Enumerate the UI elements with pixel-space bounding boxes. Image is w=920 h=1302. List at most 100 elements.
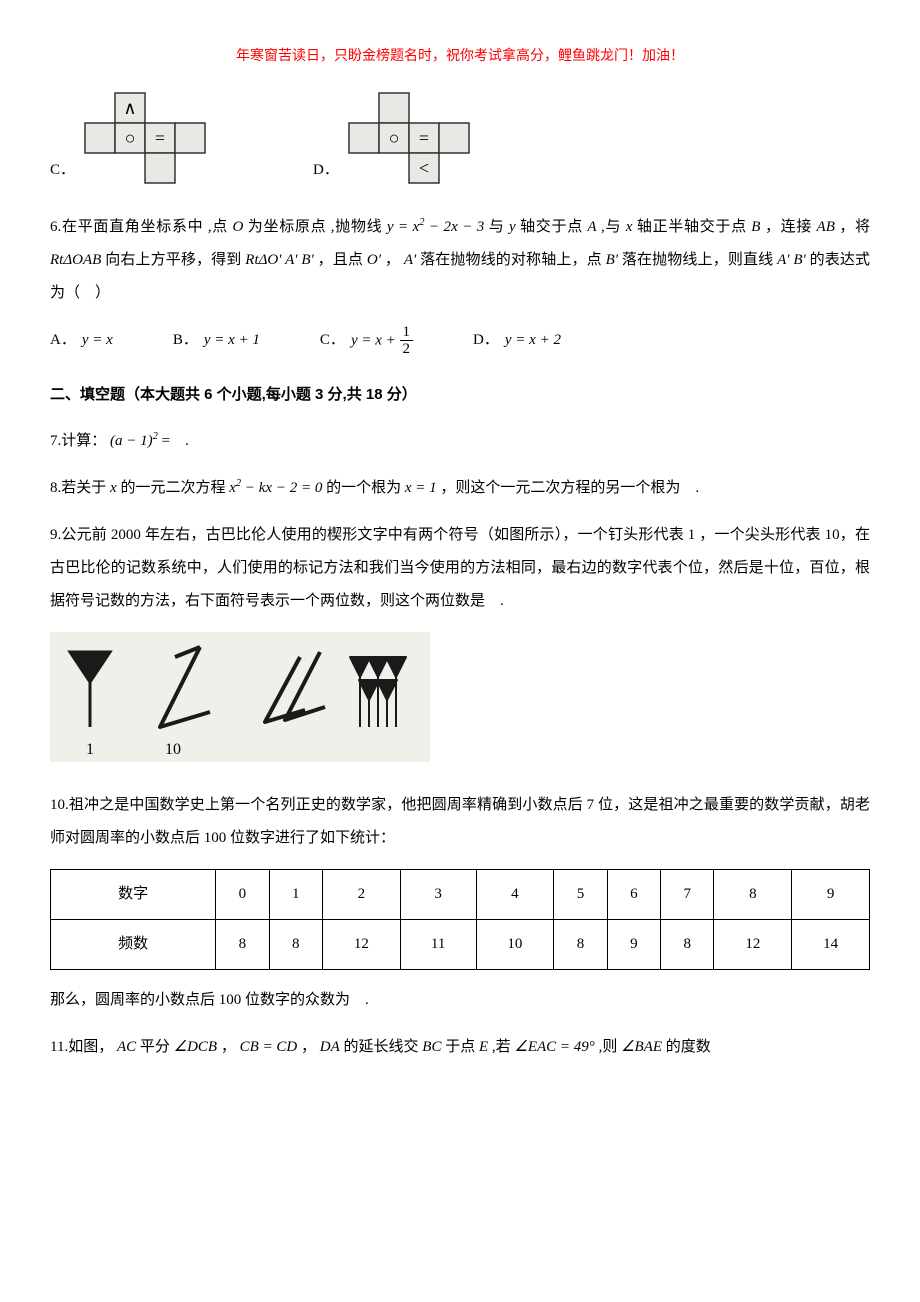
q6-Op: O' — [367, 252, 381, 268]
q10-row-digits: 数字 0 1 2 3 4 5 6 7 8 9 — [51, 869, 870, 919]
q10-f7: 8 — [661, 919, 714, 969]
q6-Bp: B' — [606, 252, 618, 268]
q10-f1: 8 — [269, 919, 322, 969]
q6-rt1: RtΔOAB — [50, 252, 101, 268]
q5-options-row: C． ∧ ○ = D． ○ = < — [50, 91, 870, 191]
q6-xaxis: x — [626, 219, 633, 235]
q10-row-freqs: 频数 8 8 12 11 10 8 9 8 12 14 — [51, 919, 870, 969]
q6-opt-a: A．y = x — [50, 324, 113, 358]
q6-opt-d: D．y = x + 2 — [473, 324, 561, 358]
q6-A: A — [587, 219, 596, 235]
q10-f6: 9 — [607, 919, 660, 969]
q11-DA: DA — [320, 1039, 340, 1055]
q6-options: A．y = x B．y = x + 1 C．y = x + 12 D．y = x… — [50, 324, 870, 358]
q10-d9: 9 — [792, 869, 870, 919]
q7-expr: (a − 1)2 — [110, 433, 158, 449]
q10-f0: 8 — [216, 919, 269, 969]
q8-x: x — [110, 480, 117, 496]
q5-option-d: D． ○=< — [313, 91, 477, 191]
q6-B: B — [751, 219, 760, 235]
q7-post: = . — [162, 433, 189, 449]
q5-d-diagram: ○=< — [347, 91, 477, 191]
q6-Ap: A' — [404, 252, 416, 268]
q6-ApBp: A' B' — [777, 252, 806, 268]
q11-t4: 的延长线交 — [344, 1039, 419, 1055]
q6-t1: 为坐标原点 ,抛物线 — [248, 219, 383, 235]
q6-opt-b: B．y = x + 1 — [173, 324, 260, 358]
q6-O: O — [232, 219, 243, 235]
q10-d5: 5 — [554, 869, 607, 919]
q8-pre: 8.若关于 — [50, 480, 106, 496]
q6-opt-c: C．y = x + 12 — [320, 324, 413, 358]
q11-t8: 的度数 — [666, 1039, 711, 1055]
q10-d7: 7 — [661, 869, 714, 919]
svg-text:<: < — [419, 158, 429, 178]
q10-d0: 0 — [216, 869, 269, 919]
q10-table: 数字 0 1 2 3 4 5 6 7 8 9 频数 8 8 12 11 10 8… — [50, 869, 870, 970]
q9-label-10: 10 — [165, 741, 181, 758]
q11-AC: AC — [117, 1039, 136, 1055]
q11-t5: 于点 — [445, 1039, 475, 1055]
q11-t6: ,若 — [492, 1039, 511, 1055]
q6-rt2: RtΔO' A' B' — [245, 252, 313, 268]
q6-comma: ， — [385, 252, 400, 268]
q11-BC: BC — [422, 1039, 441, 1055]
q5-c-label: C． — [50, 154, 75, 191]
q9-label-1: 1 — [86, 741, 94, 758]
q6-d-label: D． — [473, 332, 499, 348]
q8-eq: x2 − kx − 2 = 0 — [229, 480, 322, 496]
q11: 11.如图， AC 平分 ∠DCB ， CB = CD ， DA 的延长线交 B… — [50, 1031, 870, 1064]
q10-post: 那么，圆周率的小数点后 100 位数字的众数为 . — [50, 984, 870, 1017]
q10-d8: 8 — [714, 869, 792, 919]
q10-r1-label: 数字 — [51, 869, 216, 919]
q10-d6: 6 — [607, 869, 660, 919]
q8-t3: ，则这个一元二次方程的另一个根为 . — [440, 480, 699, 496]
q11-t3: ， — [301, 1039, 316, 1055]
section2-heading: 二、填空题（本大题共 6 个小题,每小题 3 分,共 18 分） — [50, 378, 870, 411]
q6-c-num: 1 — [400, 324, 414, 342]
svg-text:=: = — [419, 128, 429, 148]
q11-ang1: ∠DCB — [174, 1039, 217, 1055]
q10-text: 10.祖冲之是中国数学史上第一个名列正史的数学家，他把圆周率精确到小数点后 7 … — [50, 789, 870, 855]
q6-t6: ，连接 — [765, 219, 812, 235]
q10-f8: 12 — [714, 919, 792, 969]
q10-d1: 1 — [269, 869, 322, 919]
q7: 7.计算： (a − 1)2 = . — [50, 425, 870, 458]
q9-text: 9.公元前 2000 年左右，古巴比伦人使用的楔形文字中有两个符号（如图所示），… — [50, 519, 870, 618]
q6-parabola: y = x2 − 2x − 3 — [387, 219, 489, 235]
svg-text:∧: ∧ — [123, 98, 136, 118]
q6-c-label: C． — [320, 332, 345, 348]
q10-f9: 14 — [792, 919, 870, 969]
q10-r2-label: 频数 — [51, 919, 216, 969]
q6-t4: ,与 — [601, 219, 621, 235]
q6-text: 6.在平面直角坐标系中 ,点 O 为坐标原点 ,抛物线 y = x2 − 2x … — [50, 211, 870, 310]
q6-b-label: B． — [173, 332, 198, 348]
q11-t1: 平分 — [140, 1039, 170, 1055]
q6-t2: 与 — [489, 219, 505, 235]
q11-ang2: ∠EAC = 49° — [514, 1039, 594, 1055]
q6-t5: 轴正半轴交于点 — [637, 219, 747, 235]
q10-d4: 4 — [476, 869, 554, 919]
q11-E: E — [479, 1039, 488, 1055]
q5-c-diagram: ∧ ○ = — [83, 91, 213, 191]
q6-yaxis: y — [509, 219, 516, 235]
svg-text:=: = — [155, 128, 165, 148]
q5-option-c: C． ∧ ○ = — [50, 91, 213, 191]
q5-d-label: D． — [313, 154, 339, 191]
header-note: 年寒窗苦读日，只盼金榜题名时，祝你考试拿高分，鲤鱼跳龙门！加油！ — [50, 40, 870, 71]
q6-t11: 落在抛物线上，则直线 — [622, 252, 773, 268]
q7-pre: 7.计算： — [50, 433, 106, 449]
q10-d3: 3 — [400, 869, 476, 919]
q8-t1: 的一元二次方程 — [120, 480, 225, 496]
q10-f3: 11 — [400, 919, 476, 969]
q11-ang3: ∠BAE — [621, 1039, 662, 1055]
q8-root: x = 1 — [405, 480, 437, 496]
q6-t7: ，将 — [839, 219, 870, 235]
svg-text:○: ○ — [125, 128, 136, 148]
q10-f2: 12 — [322, 919, 400, 969]
q11-eq1: CB = CD — [240, 1039, 298, 1055]
q6-t10: 落在抛物线的对称轴上，点 — [420, 252, 602, 268]
q11-pre: 11.如图， — [50, 1039, 113, 1055]
q6-a-label: A． — [50, 332, 76, 348]
q6-t3: 轴交于点 — [520, 219, 583, 235]
